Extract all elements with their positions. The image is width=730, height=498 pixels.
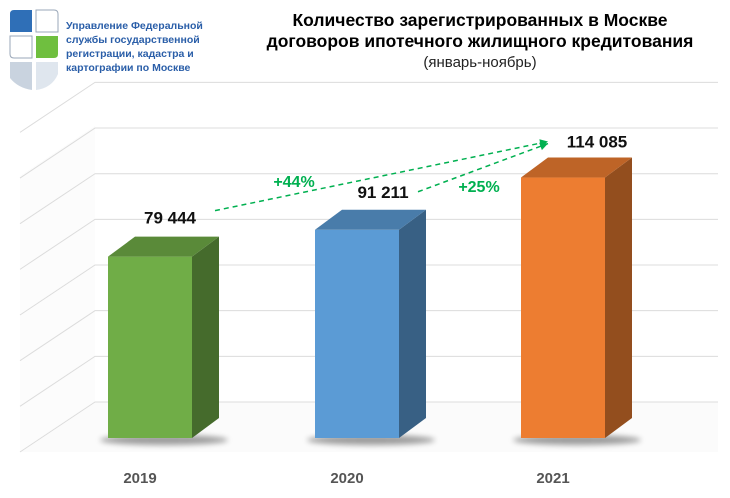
gridline <box>19 173 718 225</box>
bar-side <box>399 209 426 438</box>
bar-front <box>521 177 605 438</box>
chart-title-line-2: договоров ипотечного жилищного кредитова… <box>266 31 694 51</box>
org-line-1: Управление Федеральной <box>66 20 203 32</box>
org-line-3: регистрации, кадастра и <box>66 48 194 60</box>
bar-2020 <box>315 209 426 438</box>
chart-title: Количество зарегистрированных в Москве д… <box>235 10 725 73</box>
gridline <box>19 401 718 453</box>
org-line-4: картографии по Москве <box>66 62 191 74</box>
bar-2019 <box>108 236 219 438</box>
category-label: 2020 <box>330 470 363 487</box>
growth-arrow <box>214 140 549 212</box>
data-label: 79 444 <box>144 209 197 228</box>
bar-front <box>108 256 192 438</box>
bar-front <box>315 229 399 438</box>
growth-annotation: +44% <box>273 174 314 191</box>
data-label: 91 211 <box>357 183 408 202</box>
data-label: 114 085 <box>567 133 628 152</box>
gridline <box>19 218 718 270</box>
gridline <box>19 310 718 362</box>
gridline <box>19 81 718 133</box>
growth-arrowhead <box>539 142 548 151</box>
chart-side-wall <box>20 126 95 452</box>
growth-annotation: +25% <box>458 179 499 196</box>
category-label: 2021 <box>536 470 569 487</box>
chart-title-line-1: Количество зарегистрированных в Москве <box>292 10 668 30</box>
gridline <box>19 264 718 316</box>
bar-top <box>521 157 632 178</box>
rosreestr-logo-icon <box>9 9 59 90</box>
chart-subtitle: (январь-ноябрь) <box>423 54 537 71</box>
bar-2021 <box>521 157 632 438</box>
organization-name: Управление Федеральной службы государств… <box>66 19 216 75</box>
gridline <box>19 355 718 407</box>
bar-top <box>108 236 219 257</box>
org-line-2: службы государственной <box>66 34 200 46</box>
gridline <box>19 127 718 179</box>
category-label: 2019 <box>123 470 156 487</box>
bar-side <box>605 157 632 438</box>
bar-side <box>192 236 219 438</box>
bar-top <box>315 209 426 230</box>
